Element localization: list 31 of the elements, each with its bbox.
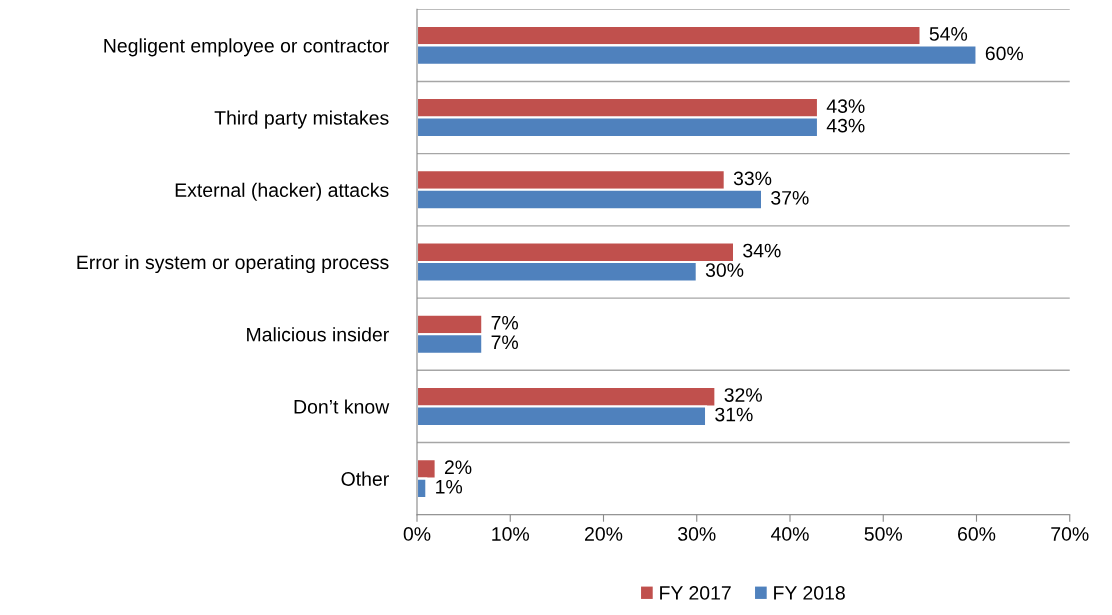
y-tick-label: External (hacker) attacks — [175, 182, 389, 201]
y-tick-label: Malicious insider — [247, 327, 389, 342]
x-tick-label: 10% — [492, 527, 530, 541]
y-tick-label: Third party mistakes — [214, 110, 389, 129]
data-label: 2% — [444, 460, 472, 475]
data-label: 43% — [826, 99, 865, 114]
data-label: 33% — [733, 171, 772, 186]
x-tick-label: 60% — [958, 527, 996, 541]
x-tick-label: 50% — [864, 527, 903, 541]
data-label: 31% — [715, 407, 753, 422]
x-tick-label: 0% — [403, 527, 431, 541]
y-tick-label: Negligent employee or contractor — [104, 38, 389, 57]
data-label: 37% — [771, 190, 809, 205]
data-label: 7% — [491, 315, 519, 330]
data-label: 1% — [436, 479, 463, 494]
data-label: 43% — [826, 118, 865, 133]
y-tick-label: Don’t know — [294, 399, 390, 414]
x-tick-label: 30% — [678, 527, 716, 541]
data-label: 30% — [705, 263, 744, 277]
x-tick-label: 70% — [1051, 527, 1089, 541]
data-label: 34% — [743, 243, 781, 258]
data-label: 54% — [929, 27, 968, 41]
y-tick-label: Error in system or operating process — [77, 254, 389, 274]
data-label: 32% — [724, 388, 762, 402]
legend-label: FY 2018 — [774, 586, 845, 600]
data-label: 7% — [491, 335, 519, 350]
legend-label: FY 2017 — [660, 586, 731, 600]
x-tick-label: 20% — [585, 527, 623, 541]
data-label: 60% — [985, 46, 1024, 61]
x-tick-label: 40% — [770, 527, 809, 541]
y-tick-label: Other — [341, 471, 389, 486]
